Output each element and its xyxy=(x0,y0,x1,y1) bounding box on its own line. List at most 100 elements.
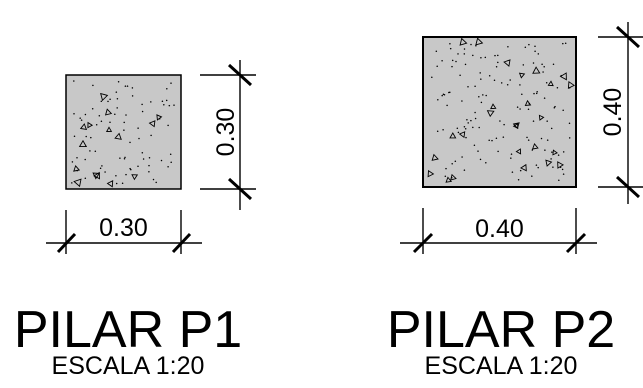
aggregate-dot xyxy=(150,101,152,103)
aggregate-dot xyxy=(519,108,521,110)
aggregate-dot xyxy=(442,93,445,96)
aggregate-dot xyxy=(509,79,511,81)
aggregate-dot xyxy=(495,137,498,140)
aggregate-dot xyxy=(91,108,94,110)
aggregate-dot xyxy=(527,139,530,141)
aggregate-dot xyxy=(562,42,564,45)
column-p1-section xyxy=(65,74,182,190)
column-p1-height-label: 0.30 xyxy=(212,108,240,157)
aggregate-dot xyxy=(85,135,87,138)
aggregate-dot xyxy=(76,169,78,172)
aggregate-dot xyxy=(141,103,143,106)
aggregate-dot xyxy=(519,84,521,86)
aggregate-dot xyxy=(467,85,469,88)
aggregate-dot xyxy=(117,81,120,83)
aggregate-dot xyxy=(100,100,103,103)
aggregate-dot xyxy=(517,178,520,181)
aggregate-dot xyxy=(568,87,571,89)
aggregate-mark xyxy=(538,114,545,121)
column-p1-concrete-fill xyxy=(65,74,182,190)
aggregate-dot xyxy=(531,149,534,151)
aggregate-dot xyxy=(71,161,74,163)
aggregate-mark xyxy=(459,37,468,46)
aggregate-dot xyxy=(444,175,447,178)
aggregate-dot xyxy=(150,134,152,137)
aggregate-dot xyxy=(510,157,512,159)
aggregate-dot xyxy=(472,54,474,57)
aggregate-dot xyxy=(482,94,484,96)
aggregate-dot xyxy=(467,122,469,124)
aggregate-dot xyxy=(543,97,546,99)
aggregate-dot xyxy=(125,114,127,116)
aggregate-mark xyxy=(449,132,457,139)
aggregate-mark xyxy=(512,122,520,130)
aggregate-dot xyxy=(540,137,543,140)
aggregate-dot xyxy=(464,127,467,130)
aggregate-dot xyxy=(160,159,163,162)
aggregate-dot xyxy=(173,104,175,106)
aggregate-dot xyxy=(436,65,438,67)
aggregate-dot xyxy=(123,157,126,160)
aggregate-dot xyxy=(535,92,538,95)
aggregate-dot xyxy=(535,164,538,166)
aggregate-dot xyxy=(161,100,164,103)
aggregate-dot xyxy=(449,43,451,45)
aggregate-dot xyxy=(568,122,571,125)
aggregate-dot xyxy=(142,158,145,160)
aggregate-dot xyxy=(477,150,479,152)
aggregate-dot xyxy=(464,63,467,66)
aggregate-dot xyxy=(155,181,157,184)
aggregate-dot xyxy=(170,82,172,84)
aggregate-dot xyxy=(463,53,466,55)
aggregate-dot xyxy=(463,48,466,50)
aggregate-dot xyxy=(141,110,144,113)
aggregate-dot xyxy=(564,42,567,45)
aggregate-dot xyxy=(522,64,525,66)
aggregate-dot xyxy=(73,113,75,115)
column-p1-title: PILAR P1 xyxy=(13,301,243,359)
aggregate-dot xyxy=(528,102,531,105)
aggregate-mark xyxy=(567,80,576,89)
aggregate-dot xyxy=(441,94,443,97)
aggregate-dot xyxy=(98,114,101,117)
aggregate-dot xyxy=(131,95,134,97)
aggregate-dot xyxy=(131,87,134,89)
aggregate-dot xyxy=(94,150,97,153)
aggregate-dot xyxy=(557,154,560,156)
aggregate-dot xyxy=(116,97,119,100)
aggregate-dot xyxy=(461,100,463,102)
aggregate-dot xyxy=(553,107,556,109)
aggregate-dot xyxy=(123,121,125,124)
aggregate-dot xyxy=(445,167,447,170)
aggregate-dot xyxy=(488,139,490,141)
aggregate-dot xyxy=(568,137,571,139)
aggregate-dot xyxy=(84,158,86,161)
aggregate-dot xyxy=(506,84,509,86)
aggregate-dot xyxy=(114,113,116,116)
aggregate-dot xyxy=(446,104,448,107)
aggregate-dot xyxy=(137,165,139,167)
aggregate-mark xyxy=(503,59,511,67)
aggregate-dot xyxy=(503,123,505,126)
aggregate-dot xyxy=(169,153,172,156)
aggregate-dot xyxy=(546,120,548,122)
aggregate-dot xyxy=(550,158,552,160)
aggregate-dot xyxy=(531,175,533,177)
aggregate-dot xyxy=(95,124,98,126)
aggregate-dot xyxy=(121,182,124,184)
aggregate-dot xyxy=(455,60,457,63)
aggregate-dot xyxy=(537,166,539,169)
aggregate-mark xyxy=(552,149,558,156)
aggregate-dot xyxy=(478,96,480,98)
aggregate-dot xyxy=(473,144,476,146)
aggregate-dot xyxy=(543,65,545,68)
aggregate-dot xyxy=(449,47,452,50)
aggregate-dot xyxy=(99,167,102,169)
column-p1-height-dimension xyxy=(200,60,256,210)
aggregate-mark xyxy=(524,99,532,107)
column-p2-width-dimension xyxy=(400,208,597,254)
aggregate-mark xyxy=(475,37,484,46)
aggregate-dot xyxy=(138,137,140,140)
aggregate-dot xyxy=(480,101,483,104)
aggregate-dot xyxy=(536,90,538,93)
